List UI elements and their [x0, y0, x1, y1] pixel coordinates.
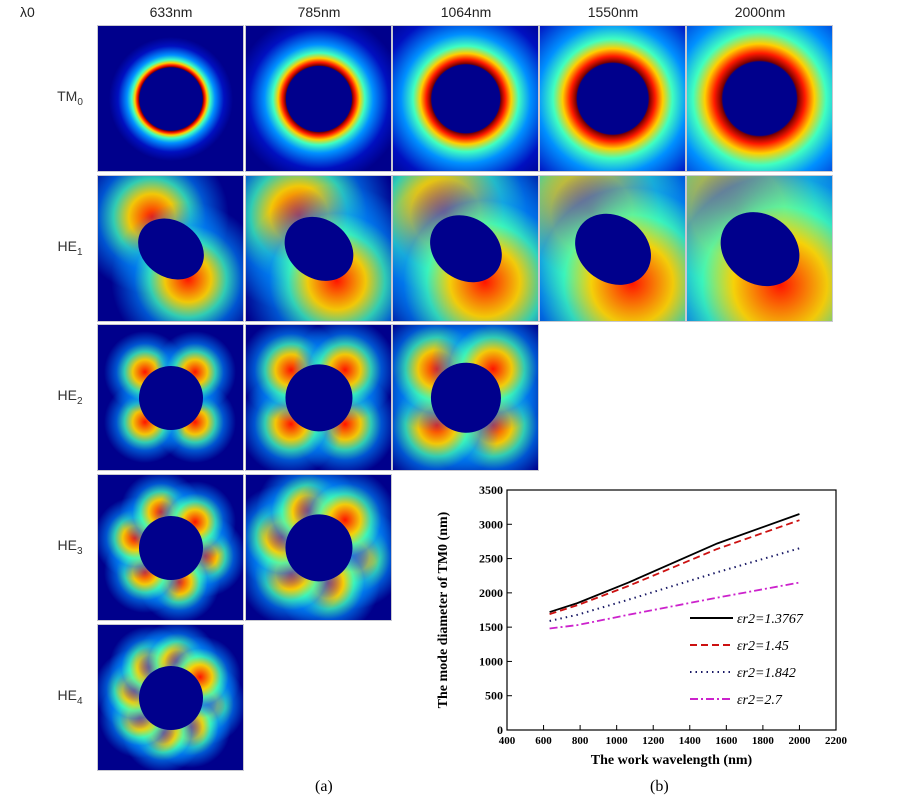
y-tick-label: 0	[497, 723, 503, 737]
wavelength-label: 2000nm	[734, 4, 786, 20]
x-tick-label: 1400	[679, 735, 702, 747]
plot-frame	[506, 489, 837, 731]
legend-label-3: εr2=2.7	[737, 693, 783, 708]
caption-b: (b)	[650, 778, 669, 795]
x-tick-label: 400	[499, 735, 516, 747]
x-tick-label: 2200	[825, 735, 848, 747]
field-map-tm0-785nm	[245, 25, 392, 172]
x-axis-label: The work wavelength (nm)	[591, 753, 753, 768]
field-map-he1-1064nm	[392, 175, 539, 322]
mode-label: HE3	[42, 537, 98, 557]
y-tick-label: 500	[485, 689, 503, 703]
mode-label: TM0	[42, 88, 98, 108]
x-tick-label: 2000	[788, 735, 811, 747]
field-map-tm0-1550nm	[539, 25, 686, 172]
mode-label: HE4	[42, 687, 98, 707]
x-tick-label: 1800	[752, 735, 775, 747]
mode-base: HE	[57, 537, 77, 553]
mode-label: HE2	[42, 387, 98, 407]
mode-subscript: 4	[76, 695, 83, 707]
mode-subscript: 1	[76, 246, 83, 258]
field-map-tm0-1064nm	[392, 25, 539, 172]
mode-subscript: 0	[77, 96, 83, 108]
series-line-2	[549, 547, 800, 622]
y-axis-label: The mode diameter of TM0 (nm)	[436, 511, 451, 708]
legend-label-1: εr2=1.45	[737, 639, 789, 654]
wavelength-label: 1064nm	[440, 4, 492, 20]
lambda-label: λ0	[20, 4, 35, 20]
y-tick-label: 3500	[479, 483, 503, 497]
y-tick-label: 2000	[479, 586, 503, 600]
mode-base: HE	[57, 687, 77, 703]
field-map-he2-1064nm	[392, 324, 539, 471]
mode-subscript: 2	[76, 395, 83, 407]
field-map-tm0-633nm	[97, 25, 244, 172]
x-tick-label: 800	[572, 735, 589, 747]
x-tick-label: 1000	[606, 735, 629, 747]
series-line-3	[549, 581, 800, 630]
field-map-he3-785nm	[245, 474, 392, 621]
x-tick-label: 600	[535, 735, 552, 747]
legend-label-0: εr2=1.3767	[737, 612, 804, 627]
mode-base: HE	[57, 387, 77, 403]
field-map-he3-633nm	[97, 474, 244, 621]
field-map-he1-785nm	[245, 175, 392, 322]
y-tick-label: 2500	[479, 552, 503, 566]
field-map-he1-2000nm	[686, 175, 833, 322]
mode-label: HE1	[42, 238, 98, 258]
wavelength-label: 633nm	[149, 4, 193, 20]
field-map-he4-633nm	[97, 624, 244, 771]
mode-base: TM	[57, 88, 78, 104]
series-line-0	[549, 513, 800, 613]
legend-label-2: εr2=1.842	[737, 666, 796, 681]
field-map-he2-633nm	[97, 324, 244, 471]
wavelength-label: 785nm	[297, 4, 341, 20]
y-tick-label: 1500	[479, 620, 503, 634]
y-tick-label: 1000	[479, 654, 503, 668]
series-line-1	[549, 519, 800, 615]
x-tick-label: 1600	[715, 735, 738, 747]
mode-base: HE	[57, 238, 77, 254]
field-map-he1-1550nm	[539, 175, 686, 322]
field-map-he2-785nm	[245, 324, 392, 471]
y-tick-label: 3000	[479, 517, 503, 531]
caption-a: (a)	[315, 778, 333, 795]
wavelength-label: 1550nm	[587, 4, 639, 20]
mode-subscript: 3	[76, 545, 83, 557]
x-tick-label: 1200	[642, 735, 665, 747]
field-map-tm0-2000nm	[686, 25, 833, 172]
field-map-he1-633nm	[97, 175, 244, 322]
